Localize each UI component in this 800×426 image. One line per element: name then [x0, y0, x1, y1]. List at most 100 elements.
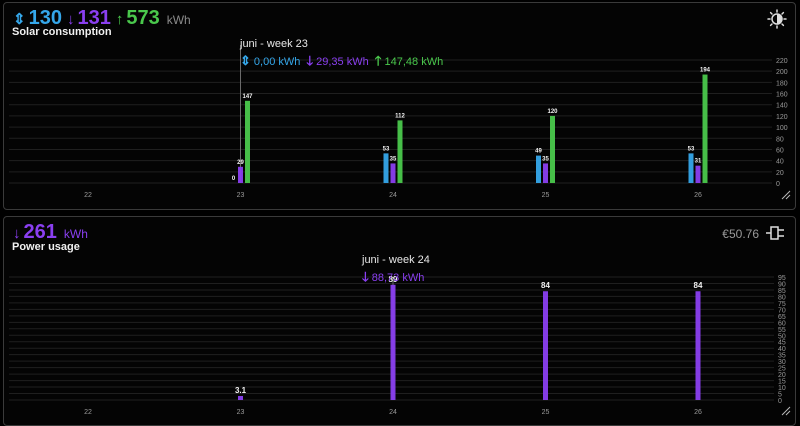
y-tick-label: 120 — [776, 114, 788, 121]
power-chart[interactable]: 0510152025303540455055606570758085909522… — [4, 217, 795, 425]
data-label: 84 — [541, 281, 550, 290]
data-label: 120 — [547, 109, 558, 115]
data-label: 0 — [232, 176, 236, 182]
resize-handle-icon[interactable] — [781, 187, 791, 205]
y-tick-label: 180 — [776, 80, 788, 87]
bar — [245, 100, 250, 183]
data-label: 53 — [383, 146, 390, 152]
data-label: 194 — [700, 68, 711, 74]
y-tick-label: 65 — [778, 314, 786, 321]
data-label: 89 — [389, 275, 398, 284]
energy-price: €50.76 — [722, 227, 759, 241]
y-tick-label: 5 — [778, 392, 782, 399]
resize-handle-icon[interactable] — [781, 403, 791, 421]
tooltip-values: 🡓 88,73 kWh — [362, 268, 430, 290]
y-tick-label: 160 — [776, 92, 788, 99]
bar — [238, 395, 243, 400]
solar-unit: kWh — [166, 13, 191, 27]
x-tick-label: 25 — [542, 192, 550, 199]
tooltip-arrow-icon: 🡑 — [374, 53, 382, 68]
bar — [536, 155, 541, 183]
y-tick-label: 55 — [778, 327, 786, 334]
y-tick-label: 80 — [776, 136, 784, 143]
tooltip-title: juni - week 23 — [240, 38, 308, 50]
y-tick-label: 90 — [778, 281, 786, 288]
x-tick-label: 26 — [694, 409, 702, 416]
x-tick-label: 22 — [84, 409, 92, 416]
solar-out-value: 573 — [126, 7, 160, 29]
bar — [543, 291, 548, 400]
y-tick-label: 60 — [776, 147, 784, 154]
bar — [695, 165, 701, 183]
y-tick-label: 70 — [778, 307, 786, 314]
x-tick-label: 24 — [389, 192, 397, 199]
y-tick-label: 35 — [778, 353, 786, 360]
both-direction-icon: ⇕ — [13, 11, 26, 28]
arrow-up-icon: ↑ — [115, 11, 124, 28]
solar-in-value: 131 — [77, 7, 111, 29]
power-summary: ↓ 261 kWh — [13, 221, 88, 243]
bar — [702, 74, 708, 183]
data-label: 49 — [535, 149, 542, 155]
y-tick-label: 50 — [778, 333, 786, 340]
bar — [695, 291, 701, 400]
solar-both-value: 130 — [28, 7, 62, 29]
y-tick-label: 20 — [776, 170, 784, 177]
y-tick-label: 140 — [776, 103, 788, 110]
arrow-down-icon: ↓ — [66, 11, 75, 28]
x-tick-label: 24 — [389, 409, 397, 416]
y-tick-label: 20 — [778, 372, 786, 379]
y-tick-label: 10 — [778, 385, 786, 392]
y-tick-label: 45 — [778, 340, 786, 347]
y-tick-label: 75 — [778, 301, 786, 308]
bar — [550, 115, 555, 183]
y-tick-label: 30 — [778, 359, 786, 366]
tooltip-value: 88,73 kWh — [371, 272, 425, 284]
tooltip-arrow-icon: 🡓 — [306, 53, 314, 68]
bar — [543, 163, 548, 183]
tooltip-arrow-icon: 🡓 — [362, 269, 369, 284]
x-tick-label: 26 — [694, 192, 702, 199]
data-label: 29 — [237, 160, 244, 166]
y-tick-label: 95 — [778, 275, 786, 282]
bar — [390, 163, 396, 183]
tooltip-values: ⇕ 0,00 kWh 🡓 29,35 kWh 🡑 147,48 kWh — [240, 52, 443, 74]
solar-summary: ⇕ 130 ↓ 131 ↑ 573 kWh — [13, 7, 191, 29]
arrow-down-icon: ↓ — [13, 225, 21, 242]
data-label: 3.1 — [235, 386, 247, 395]
y-tick-label: 85 — [778, 288, 786, 295]
tooltip-value: 29,35 kWh — [316, 56, 369, 68]
bar — [383, 153, 389, 183]
x-tick-label: 25 — [542, 409, 550, 416]
y-tick-label: 100 — [776, 125, 788, 132]
y-tick-label: 25 — [778, 366, 786, 373]
y-tick-label: 200 — [776, 69, 788, 76]
x-tick-label: 22 — [84, 192, 92, 199]
y-tick-label: 0 — [776, 181, 780, 188]
y-tick-label: 0 — [778, 398, 782, 405]
power-unit: kWh — [63, 227, 88, 241]
data-label: 35 — [542, 156, 549, 162]
y-tick-label: 40 — [778, 346, 786, 353]
plug-icon[interactable] — [765, 225, 787, 246]
solar-tooltip: juni - week 23 ⇕ 0,00 kWh 🡓 29,35 kWh 🡑 147,4… — [240, 38, 443, 74]
bar — [688, 153, 694, 183]
data-label: 147 — [242, 94, 253, 100]
power-tooltip: juni - week 24 🡓 88,73 kWh — [362, 254, 430, 290]
x-tick-label: 23 — [237, 409, 245, 416]
y-tick-label: 40 — [776, 159, 784, 166]
power-in-value: 261 — [23, 221, 57, 243]
data-label: 112 — [395, 113, 405, 119]
data-label: 31 — [695, 159, 702, 165]
card-title-power: Power usage — [12, 241, 80, 253]
tooltip-value: 0,00 kWh — [253, 56, 301, 68]
tooltip-title: juni - week 24 — [362, 254, 430, 266]
bar — [397, 120, 403, 183]
y-tick-label: 60 — [778, 320, 786, 327]
sun-settings-icon[interactable] — [767, 9, 787, 34]
data-label: 35 — [390, 156, 397, 162]
solar-consumption-card: ⇕ 130 ↓ 131 ↑ 573 kWh Solar consumption … — [3, 2, 796, 210]
solar-chart[interactable]: 0 20 40 60 80 100 120 140 160 180 200 220 22 23 0 29 147… — [4, 3, 795, 209]
power-usage-card: ↓ 261 kWh Power usage €50.76 0 5 10 15 20 25 3… — [3, 216, 796, 426]
data-label: 84 — [694, 281, 703, 290]
